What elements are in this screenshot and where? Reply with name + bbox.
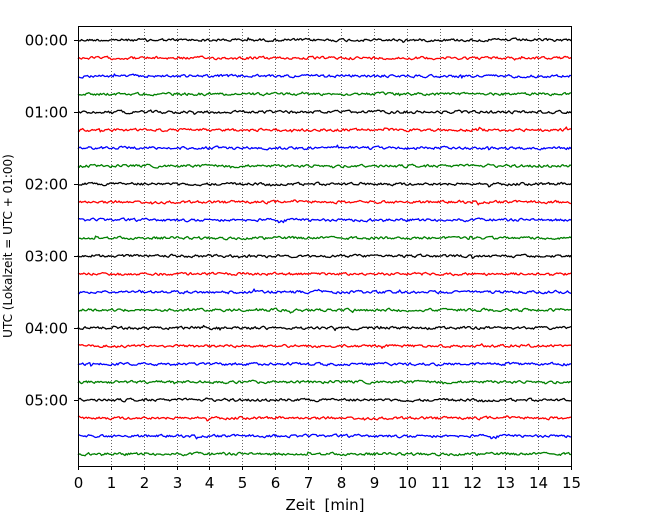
seismic-trace (77, 144, 572, 151)
seismic-trace (77, 235, 572, 241)
x-tick-label: 7 (304, 474, 314, 492)
y-tick-label: 02:00 (25, 176, 68, 194)
seismic-trace (77, 37, 572, 43)
x-tick-label: 12 (463, 474, 482, 492)
x-tick-label: 11 (431, 474, 450, 492)
seismic-trace (77, 271, 572, 277)
y-tick-label: 05:00 (25, 392, 68, 410)
x-tick-label: 6 (271, 474, 281, 492)
seismic-trace (77, 253, 572, 259)
seismic-trace (77, 343, 572, 349)
x-tick-label: 2 (140, 474, 150, 492)
x-tick-label: 3 (173, 474, 183, 492)
x-tick-label: 0 (74, 474, 84, 492)
x-tick-label: 10 (398, 474, 417, 492)
seismic-trace (77, 181, 572, 188)
seismic-trace (77, 109, 572, 115)
seismic-trace (77, 55, 572, 61)
x-axis: 0 1 2 3 4 5 6 7 8 9 10 11 12 13 14 15 (74, 466, 581, 492)
seismic-trace (77, 379, 572, 385)
seismic-trace (77, 91, 572, 97)
x-tick-label: 4 (205, 474, 215, 492)
x-tick-label: 5 (238, 474, 248, 492)
y-tick-label: 00:00 (25, 32, 68, 50)
x-tick-label: 13 (496, 474, 515, 492)
y-axis: 00:00 01:00 02:00 03:00 04:00 05:00 (25, 32, 78, 410)
trace-layer (77, 37, 572, 457)
x-tick-label: 8 (337, 474, 347, 492)
seismic-trace (77, 288, 572, 295)
seismic-trace (77, 433, 572, 440)
grid-layer (111, 26, 539, 466)
y-tick-label: 04:00 (25, 320, 68, 338)
seismic-trace (77, 415, 572, 422)
x-tick-label: 1 (107, 474, 117, 492)
seismic-trace (77, 397, 572, 403)
seismic-trace (77, 217, 572, 224)
x-tick-label: 14 (529, 474, 548, 492)
seismic-trace (77, 324, 572, 332)
y-tick-label: 01:00 (25, 104, 68, 122)
seismic-trace (77, 451, 571, 457)
seismic-trace (77, 126, 572, 133)
y-tick-label: 03:00 (25, 248, 68, 266)
plot-frame (78, 26, 572, 467)
seismic-trace (77, 73, 572, 79)
seismic-trace (77, 307, 572, 314)
seismic-trace (77, 199, 572, 206)
y-axis-label: UTC (Lokalzeit = UTC + 01:00) (1, 154, 15, 338)
x-tick-label: 15 (562, 474, 581, 492)
x-axis-label: Zeit [min] (285, 496, 364, 514)
seismic-trace (77, 361, 572, 367)
x-tick-label: 9 (370, 474, 380, 492)
seismic-trace (77, 163, 572, 169)
